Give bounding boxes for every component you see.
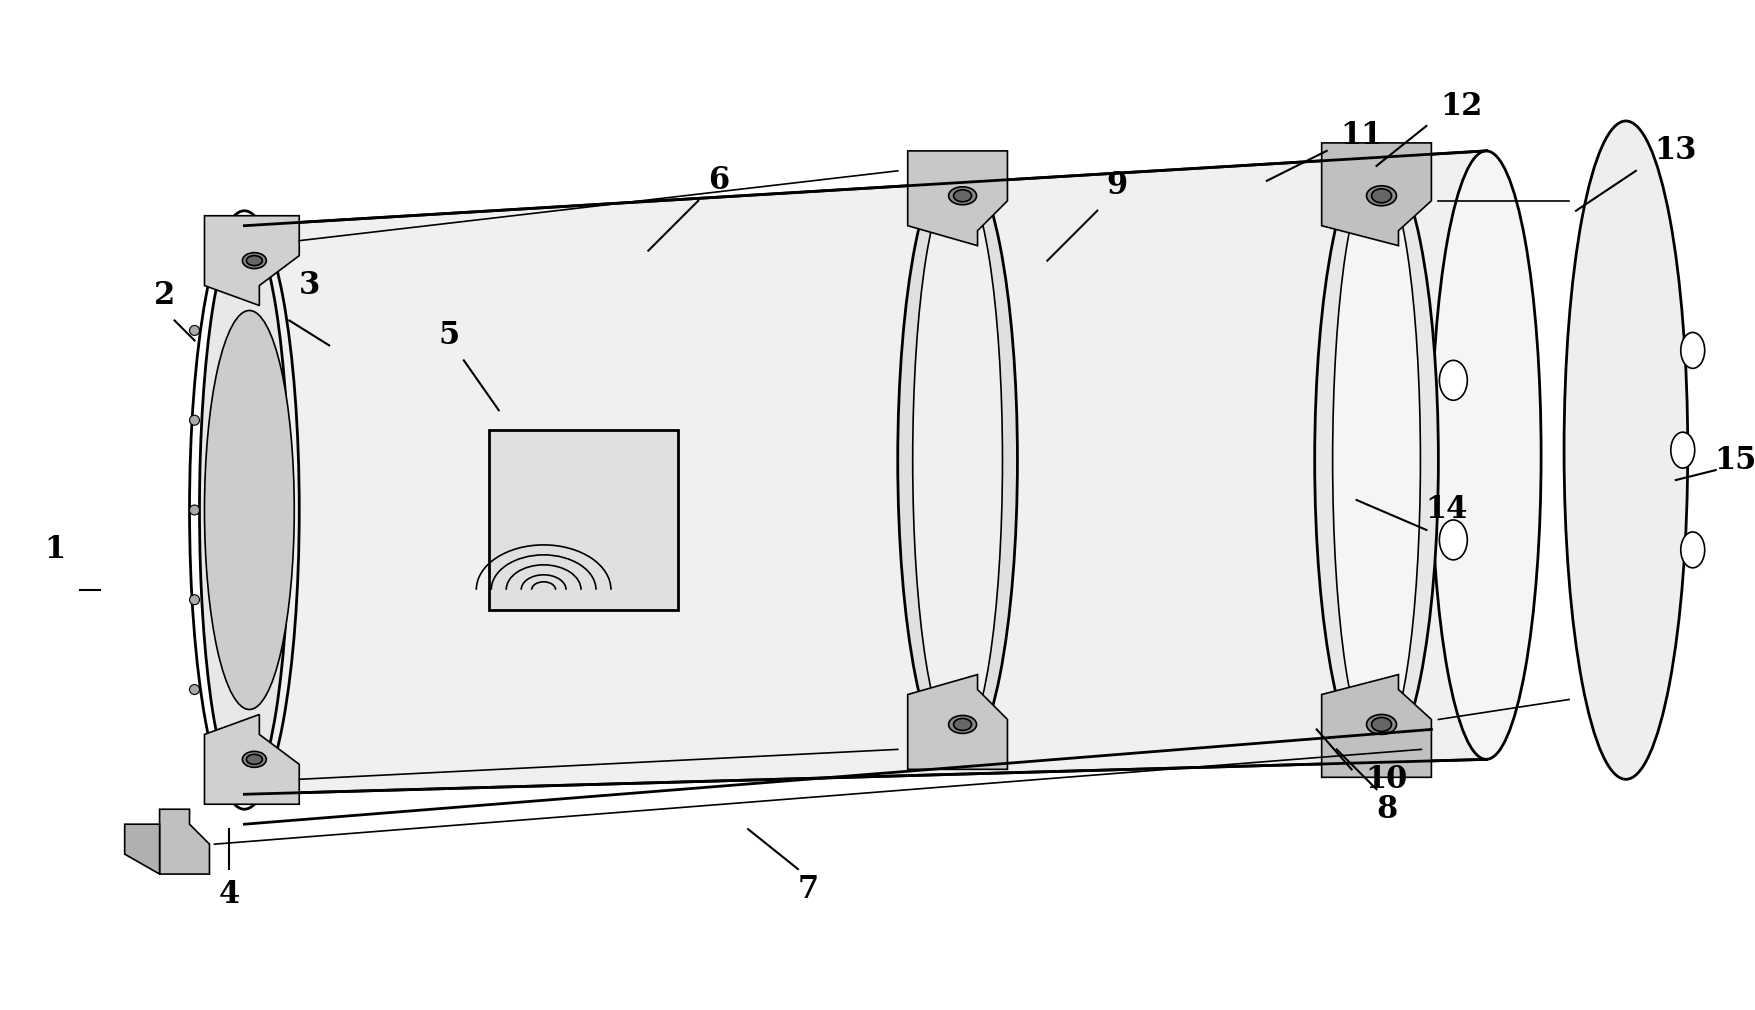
Ellipse shape: [204, 310, 295, 709]
Ellipse shape: [953, 190, 971, 202]
Polygon shape: [160, 809, 209, 874]
Ellipse shape: [1365, 714, 1395, 734]
Ellipse shape: [1564, 121, 1687, 780]
Ellipse shape: [1365, 186, 1395, 206]
Polygon shape: [125, 824, 160, 874]
Text: 2: 2: [154, 280, 176, 311]
Polygon shape: [1322, 675, 1430, 778]
Ellipse shape: [246, 256, 261, 266]
Ellipse shape: [1680, 532, 1704, 568]
Ellipse shape: [242, 751, 267, 768]
Ellipse shape: [190, 415, 200, 425]
Polygon shape: [907, 150, 1007, 245]
Ellipse shape: [1371, 189, 1390, 203]
Text: 10: 10: [1365, 764, 1408, 795]
Ellipse shape: [1371, 717, 1390, 731]
Ellipse shape: [1430, 150, 1541, 760]
Ellipse shape: [913, 176, 1002, 744]
Text: 4: 4: [219, 879, 240, 910]
Ellipse shape: [190, 325, 200, 335]
Polygon shape: [488, 430, 677, 610]
Polygon shape: [204, 216, 298, 305]
Ellipse shape: [948, 715, 976, 733]
Text: 3: 3: [298, 270, 319, 301]
Polygon shape: [244, 150, 1485, 794]
Ellipse shape: [948, 187, 976, 205]
Ellipse shape: [190, 595, 200, 605]
Text: 6: 6: [707, 166, 728, 196]
Ellipse shape: [1332, 169, 1420, 751]
Polygon shape: [907, 675, 1007, 770]
Ellipse shape: [1439, 361, 1467, 400]
Text: 13: 13: [1653, 135, 1695, 167]
Polygon shape: [1322, 142, 1430, 245]
Ellipse shape: [200, 225, 290, 794]
Ellipse shape: [1680, 332, 1704, 369]
Ellipse shape: [1439, 520, 1467, 560]
Ellipse shape: [953, 718, 971, 730]
Ellipse shape: [1669, 432, 1694, 468]
Text: 8: 8: [1376, 794, 1397, 825]
Text: 1: 1: [44, 534, 65, 566]
Ellipse shape: [190, 505, 200, 515]
Text: 14: 14: [1425, 495, 1467, 525]
Polygon shape: [204, 714, 298, 804]
Ellipse shape: [242, 252, 267, 269]
Text: 5: 5: [439, 320, 460, 350]
Ellipse shape: [897, 156, 1016, 765]
Ellipse shape: [1314, 150, 1437, 770]
Text: 15: 15: [1713, 444, 1755, 476]
Text: 11: 11: [1339, 120, 1381, 152]
Ellipse shape: [246, 754, 261, 765]
Text: 9: 9: [1106, 171, 1127, 201]
Text: 12: 12: [1439, 91, 1481, 121]
Text: 7: 7: [797, 874, 818, 905]
Ellipse shape: [190, 685, 200, 695]
